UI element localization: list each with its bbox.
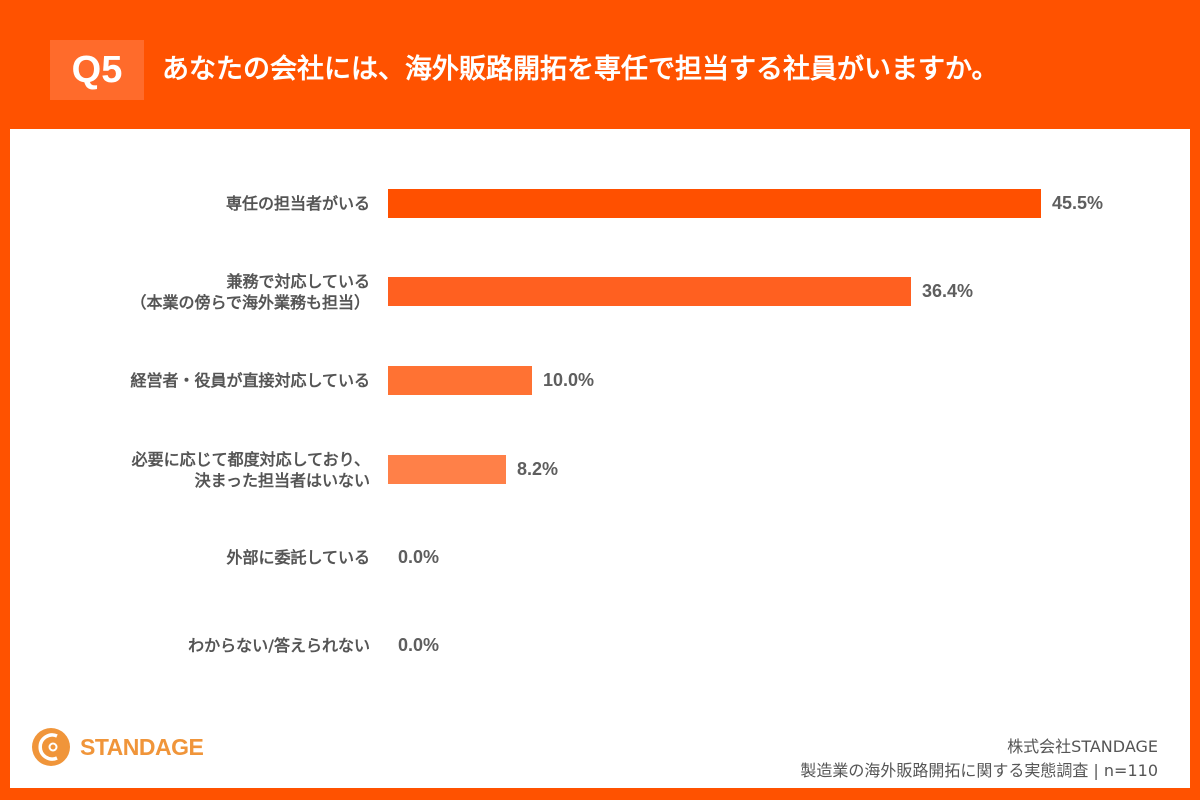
bar-label-line: 決まった担当者はいない bbox=[194, 471, 370, 490]
bar bbox=[388, 277, 911, 306]
bar-label-line: 兼務で対応している bbox=[226, 272, 370, 291]
bar-label-line: （本業の傍らで海外業務も担当） bbox=[130, 293, 370, 312]
question-title: あなたの会社には、海外販路開拓を専任で担当する社員がいますか。 bbox=[162, 54, 999, 85]
bar-label: 専任の担当者がいる bbox=[226, 193, 370, 214]
question-number-badge: Q5 bbox=[50, 40, 144, 100]
footer: 株式会社STANDAGE 製造業の海外販路開拓に関する実態調査 | n=110 bbox=[800, 735, 1158, 783]
bar-label-line: 専任の担当者がいる bbox=[225, 194, 370, 213]
chart-panel: 専任の担当者がいる 45.5% 兼務で対応している （本業の傍らで海外業務も担当） 36… bbox=[10, 129, 1190, 788]
bar-value-label: 0.0% bbox=[398, 547, 440, 567]
bar-label: 必要に応じて都度対応しており、決まった担当者はいない bbox=[132, 449, 370, 491]
footer-survey: 製造業の海外販路開拓に関する実態調査 | n=110 bbox=[800, 761, 1158, 780]
bar bbox=[388, 455, 506, 484]
bar-label-line: 経営者・役員が直接対応している bbox=[130, 371, 370, 390]
standage-logo: STANDAGE bbox=[30, 725, 204, 769]
logo-text: STANDAGE bbox=[80, 733, 204, 760]
bar-value-label: 0.0% bbox=[398, 635, 440, 655]
bar-label: 外部に委託している bbox=[226, 547, 370, 568]
bar-label: わからない/答えられない bbox=[188, 635, 370, 656]
bar-value-label: 10.0% bbox=[543, 370, 595, 390]
bar-label-line: 必要に応じて都度対応しており、 bbox=[131, 450, 370, 469]
bar-value-label: 45.5% bbox=[1052, 193, 1104, 213]
bar-label-line: 外部に委託している bbox=[226, 548, 370, 567]
bar bbox=[388, 366, 532, 395]
bar-value-label: 8.2% bbox=[517, 459, 559, 479]
bar-label-line: わからない/答えられない bbox=[188, 636, 370, 655]
footer-company: 株式会社STANDAGE bbox=[1007, 737, 1158, 756]
bar bbox=[388, 189, 1041, 218]
standage-logo-icon bbox=[32, 728, 70, 766]
bar-value-label: 36.4% bbox=[922, 281, 974, 301]
question-number: Q5 bbox=[71, 48, 123, 91]
bar-label: 経営者・役員が直接対応している bbox=[130, 370, 370, 391]
bar-label: 兼務で対応している （本業の傍らで海外業務も担当） bbox=[130, 271, 370, 313]
